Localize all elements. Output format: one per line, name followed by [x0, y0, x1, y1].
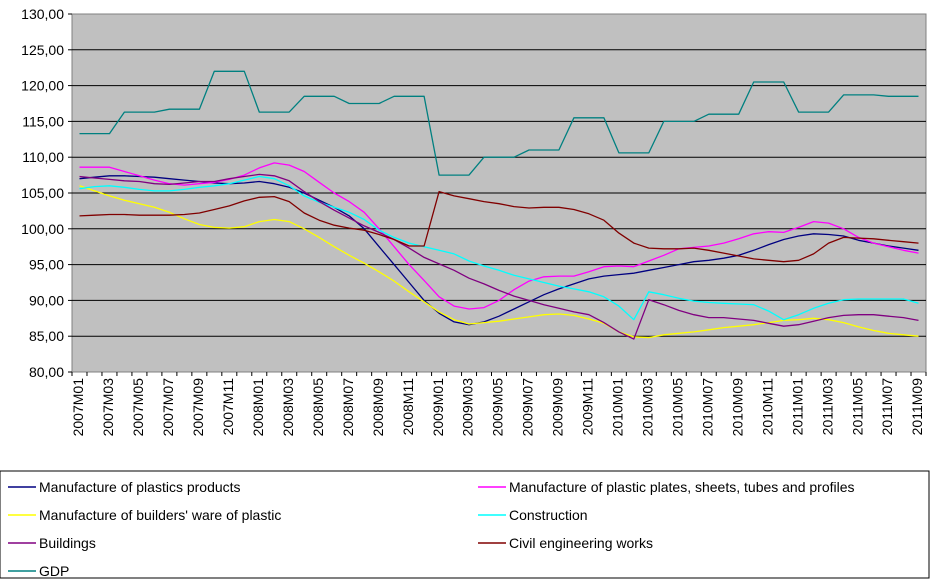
x-tick-label: 2011M03: [819, 378, 835, 436]
x-tick-label: 2011M07: [879, 378, 895, 436]
x-tick-label: 2010M11: [759, 378, 775, 436]
y-tick-label: 120,00: [21, 78, 64, 94]
x-tick-label: 2010M05: [669, 378, 685, 437]
y-tick-label: 115,00: [22, 113, 64, 129]
legend: Manufacture of plastics products Manufact…: [8, 479, 855, 579]
series-line: [79, 185, 919, 339]
legend-label: Civil engineering works: [509, 535, 653, 551]
x-tick-label: 2011M09: [909, 378, 925, 436]
y-tick-label: 85,00: [29, 328, 64, 344]
y-tick-label: 100,00: [21, 221, 64, 237]
legend-label: Buildings: [39, 535, 96, 551]
y-tick-label: 105,00: [21, 185, 64, 201]
x-tick-label: 2008M07: [340, 378, 356, 437]
x-tick-label: 2008M01: [250, 378, 266, 437]
legend-label: GDP: [39, 563, 69, 579]
x-tick-label: 2007M01: [70, 378, 86, 437]
legend-label: Manufacture of plastics products: [39, 479, 241, 495]
legend-label: Manufacture of plastic plates, sheets, t…: [509, 479, 855, 495]
x-tick-label: 2010M03: [640, 378, 656, 437]
series-line: [79, 162, 919, 310]
x-tick-label: 2007M09: [190, 378, 206, 437]
x-tick-label: 2008M03: [280, 378, 296, 437]
x-tick-label: 2009M03: [460, 378, 476, 437]
x-tick-label: 2007M03: [100, 378, 116, 437]
series-line: [79, 175, 919, 321]
series-line: [79, 175, 919, 326]
series-lines: [79, 70, 919, 340]
x-tick-label: 2009M07: [520, 378, 536, 437]
x-axis-ticks: 2007M01 2007M03 2007M05 2007M07 2007M09 2007M…: [70, 372, 927, 437]
x-tick-label: 2009M09: [550, 378, 566, 437]
y-tick-label: 80,00: [29, 364, 64, 380]
y-tick-label: 90,00: [29, 292, 64, 308]
y-tick-label: 110,00: [22, 149, 64, 165]
x-tick-label: 2007M07: [160, 378, 176, 437]
y-axis-ticks: 80,00 85,00 90,00 95,00 100,00 105,00 110,00 11…: [21, 6, 72, 380]
x-tick-label: 2010M09: [729, 378, 745, 437]
x-tick-label: 2008M05: [310, 378, 326, 437]
x-tick-label: 2010M01: [610, 378, 626, 437]
y-tick-label: 95,00: [29, 257, 64, 273]
x-tick-label: 2009M01: [430, 378, 446, 437]
x-tick-label: 2007M11: [220, 378, 236, 436]
legend-label: Manufacture of builders' ware of plastic: [39, 507, 281, 523]
y-tick-label: 125,00: [21, 42, 64, 58]
x-tick-label: 2008M09: [370, 378, 386, 437]
x-tick-label: 2009M11: [580, 378, 596, 436]
legend-label: Construction: [509, 507, 588, 523]
x-tick-label: 2011M01: [789, 378, 805, 436]
series-line: [79, 173, 919, 340]
series-line: [79, 190, 919, 263]
x-tick-label: 2009M05: [490, 378, 506, 437]
y-tick-label: 130,00: [21, 6, 64, 22]
x-tick-label: 2010M07: [699, 378, 715, 437]
legend-box: [0, 470, 930, 579]
x-tick-label: 2011M05: [849, 378, 865, 436]
x-tick-label: 2007M05: [130, 378, 146, 437]
series-line: [79, 70, 919, 176]
x-tick-label: 2008M11: [400, 378, 416, 436]
